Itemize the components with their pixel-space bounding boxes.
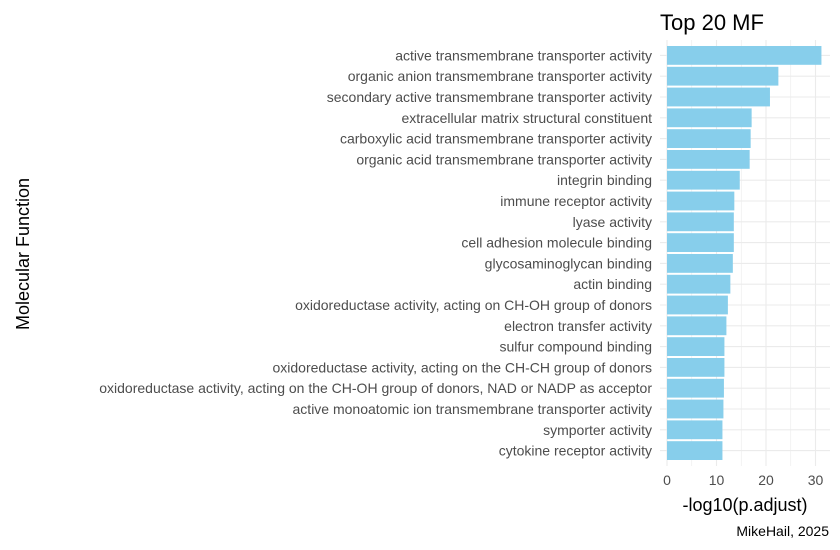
category-label: electron transfer activity: [504, 318, 652, 334]
bar: [667, 212, 734, 232]
category-label: lyase activity: [573, 214, 652, 230]
bar: [667, 399, 724, 419]
x-tick-labels: 0 10 20 30: [663, 472, 823, 488]
bar: [667, 66, 779, 86]
bar: [667, 233, 734, 252]
category-labels: active transmembrane transporter activit…: [99, 47, 652, 458]
category-label: organic anion transmembrane transporter …: [348, 68, 652, 84]
bar: [667, 254, 733, 273]
bar: [667, 191, 735, 211]
x-tick-label: 30: [808, 472, 824, 488]
category-label: oxidoreductase activity, acting on the C…: [99, 380, 652, 396]
bar: [667, 87, 770, 107]
x-tick-label: 20: [758, 472, 774, 488]
category-label: active monoatomic ion transmembrane tran…: [293, 401, 652, 417]
category-label: oxidoreductase activity, acting on CH-OH…: [295, 297, 652, 313]
bar: [667, 108, 752, 128]
bars: [667, 46, 822, 460]
category-label: integrin binding: [557, 172, 652, 188]
bar: [667, 150, 750, 169]
category-label: active transmembrane transporter activit…: [395, 47, 652, 63]
x-tick-label: 10: [709, 472, 725, 488]
bar: [667, 274, 731, 294]
chart-title: Top 20 MF: [660, 10, 764, 35]
category-label: symporter activity: [543, 422, 652, 438]
category-label: extracellular matrix structural constitu…: [401, 110, 652, 126]
y-axis-label: Molecular Function: [13, 178, 33, 330]
bar: [667, 46, 822, 65]
bar: [667, 337, 725, 356]
category-label: organic acid transmembrane transporter a…: [356, 151, 652, 167]
bar: [667, 420, 723, 440]
x-tick-label: 0: [663, 472, 671, 488]
bar: [667, 129, 751, 148]
category-label: cell adhesion molecule binding: [461, 235, 652, 251]
category-label: cytokine receptor activity: [499, 443, 652, 459]
category-label: secondary active transmembrane transport…: [327, 89, 652, 105]
category-label: actin binding: [573, 276, 652, 292]
category-label: glycosaminoglycan binding: [485, 255, 652, 271]
caption: MikeHail, 2025: [736, 523, 829, 539]
category-label: oxidoreductase activity, acting on the C…: [273, 359, 653, 375]
bar: [667, 441, 723, 460]
bar: [667, 295, 728, 315]
category-label: immune receptor activity: [500, 193, 652, 209]
bar: [667, 358, 725, 377]
bar: [667, 378, 724, 398]
x-axis-label: -log10(p.adjust): [682, 495, 807, 515]
bar: [667, 316, 727, 336]
category-label: carboxylic acid transmembrane transporte…: [340, 131, 652, 147]
category-label: sulfur compound binding: [499, 339, 652, 355]
bar: [667, 170, 740, 190]
